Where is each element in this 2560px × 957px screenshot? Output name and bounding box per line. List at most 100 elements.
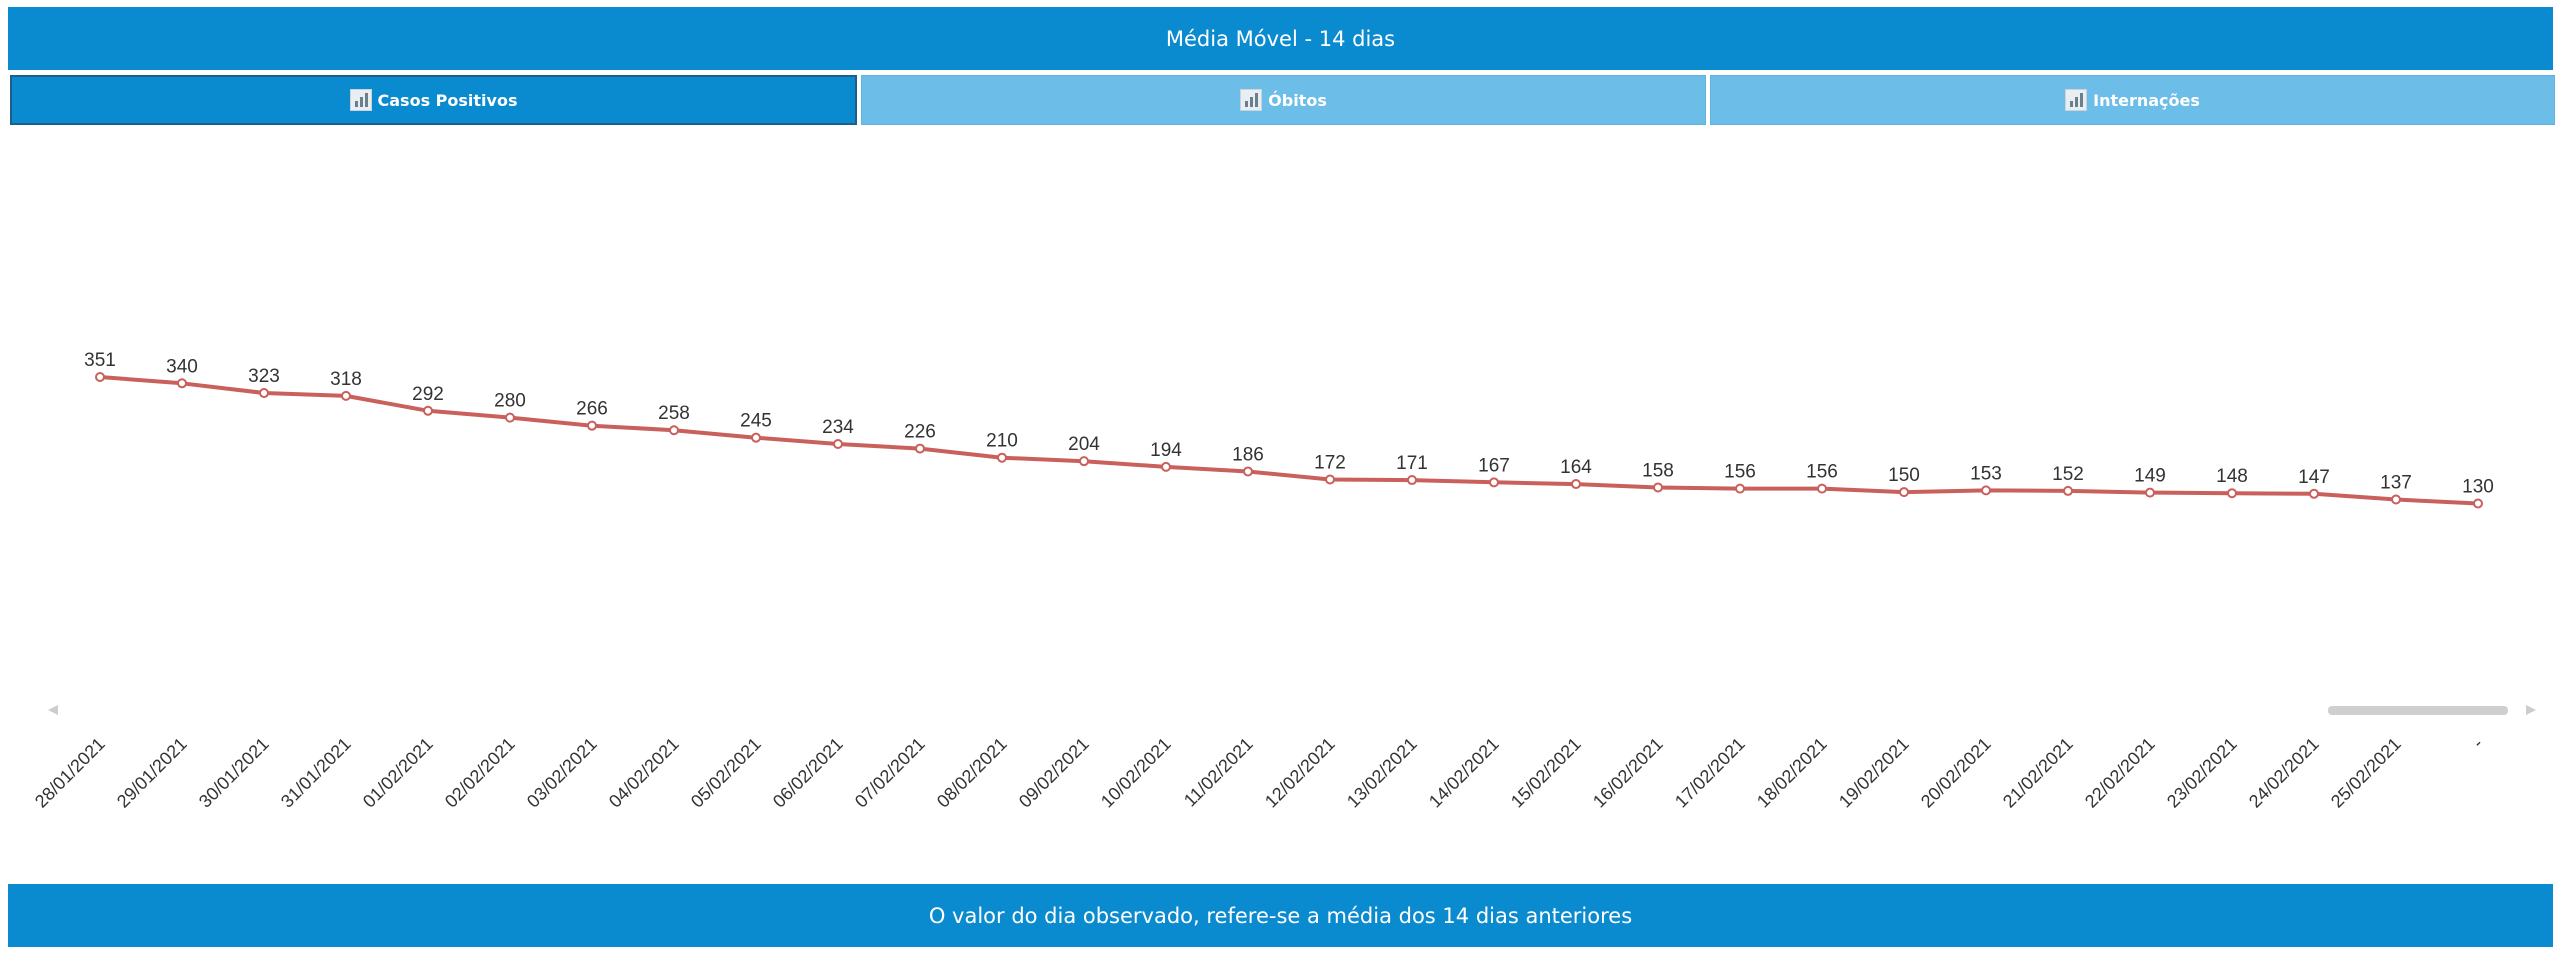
x-tick-label: 12/02/2021 (1261, 734, 1339, 812)
x-tick-label: 03/02/2021 (523, 734, 601, 812)
series-line (99, 375, 2479, 506)
chart-title-bar: Média Móvel - 14 dias (8, 7, 2553, 70)
data-label: 137 (2380, 473, 2412, 494)
scrollbar-thumb[interactable] (2328, 706, 2508, 715)
data-point[interactable] (2309, 488, 2319, 499)
data-point[interactable] (2473, 498, 2483, 509)
data-point[interactable] (751, 432, 761, 443)
data-label: 149 (2134, 466, 2166, 487)
data-label: 186 (1232, 444, 1264, 465)
data-label: 204 (1068, 434, 1100, 455)
data-label: 156 (1806, 462, 1838, 483)
x-tick-label: 17/02/2021 (1671, 734, 1749, 812)
data-label: 340 (166, 356, 198, 377)
x-tick-label: 11/02/2021 (1180, 734, 1257, 811)
x-tick-label: 01/02/2021 (359, 734, 437, 812)
data-point[interactable] (1407, 475, 1417, 486)
x-tick-label: 31/01/2021 (277, 734, 355, 812)
data-point[interactable] (505, 412, 515, 423)
data-point[interactable] (177, 378, 187, 389)
x-tick-label: 02/02/2021 (441, 734, 519, 812)
data-label: 150 (1888, 465, 1920, 486)
data-point[interactable] (997, 452, 1007, 463)
data-label: 323 (248, 366, 280, 387)
data-point[interactable] (259, 388, 269, 399)
data-label: 153 (1970, 463, 2002, 484)
x-tick-label: 24/02/2021 (2245, 734, 2323, 812)
tab-label: Casos Positivos (377, 90, 518, 110)
data-point[interactable] (1489, 477, 1499, 488)
x-tick-label: - (2468, 734, 2486, 752)
x-tick-label: 21/02/2021 (1999, 734, 2077, 812)
data-point[interactable] (2063, 485, 2073, 496)
x-tick-label: 10/02/2021 (1097, 734, 1175, 812)
data-point[interactable] (95, 372, 105, 382)
data-label: 292 (412, 384, 444, 405)
data-label: 318 (330, 369, 362, 390)
tab-casos-positivos[interactable]: Casos Positivos (10, 75, 857, 125)
data-point[interactable] (2391, 494, 2401, 505)
x-tick-label: 22/02/2021 (2081, 734, 2159, 812)
bar-chart-icon (2065, 89, 2088, 111)
data-point[interactable] (1735, 483, 1745, 494)
x-tick-label: 07/02/2021 (851, 734, 929, 812)
x-tick-label: 05/02/2021 (687, 734, 765, 812)
x-tick-label: 14/02/2021 (1425, 734, 1503, 812)
x-tick-label: 06/02/2021 (769, 734, 847, 812)
data-label: 245 (740, 411, 772, 432)
data-point[interactable] (1899, 487, 1909, 498)
data-point[interactable] (915, 443, 925, 454)
bar-chart-icon (1240, 89, 1263, 111)
data-point[interactable] (1325, 474, 1335, 485)
tab-label: Internações (2093, 90, 2200, 110)
x-tick-label: 20/02/2021 (1917, 734, 1995, 812)
data-point[interactable] (1981, 485, 1991, 496)
data-label: 266 (576, 399, 608, 420)
data-point[interactable] (587, 420, 597, 431)
data-label: 147 (2298, 467, 2330, 488)
data-label: 351 (84, 350, 116, 371)
data-point[interactable] (1161, 461, 1171, 472)
x-tick-label: 28/01/2021 (31, 734, 109, 812)
x-tick-label: 09/02/2021 (1015, 734, 1093, 812)
data-label: 280 (494, 391, 526, 412)
data-label: 172 (1314, 452, 1346, 473)
tab-label: Óbitos (1268, 90, 1327, 110)
data-point[interactable] (2145, 487, 2155, 498)
data-point[interactable] (669, 425, 679, 436)
data-point[interactable] (1243, 466, 1253, 477)
data-point[interactable] (341, 390, 351, 401)
data-label: 156 (1724, 462, 1756, 483)
data-point[interactable] (1817, 483, 1827, 494)
data-point[interactable] (423, 405, 433, 416)
data-label: 164 (1560, 457, 1592, 478)
data-point[interactable] (1571, 479, 1581, 490)
x-tick-label: 04/02/2021 (605, 734, 683, 812)
x-tick-label: 19/02/2021 (1835, 734, 1913, 812)
data-label: 171 (1396, 453, 1428, 474)
tab-obitos[interactable]: Óbitos (861, 75, 1706, 125)
x-tick-label: 13/02/2021 (1343, 734, 1421, 812)
data-label: 226 (904, 422, 936, 443)
scroll-right-icon[interactable] (2526, 705, 2536, 715)
footer-note-bar: O valor do dia observado, refere-se a mé… (8, 884, 2553, 947)
data-label: 148 (2216, 466, 2248, 487)
data-label: 234 (822, 417, 854, 438)
x-tick-label: 15/02/2021 (1507, 734, 1585, 812)
tab-internacoes[interactable]: Internações (1710, 75, 2555, 125)
x-tick-label: 23/02/2021 (2163, 734, 2241, 812)
footer-note: O valor do dia observado, refere-se a mé… (928, 903, 1633, 928)
data-point[interactable] (1079, 456, 1089, 467)
x-tick-label: 18/02/2021 (1753, 734, 1831, 812)
data-label: 152 (2052, 464, 2084, 485)
data-label: 258 (658, 403, 690, 424)
moving-average-chart: 351 340 323 318 292 280 266 258 245 234 226 210 204 1… (31, 350, 2536, 812)
data-label: 194 (1150, 440, 1182, 461)
data-point[interactable] (1653, 482, 1663, 493)
data-point[interactable] (833, 438, 843, 449)
x-tick-label: 30/01/2021 (195, 734, 273, 812)
data-point[interactable] (2227, 488, 2237, 499)
page-title: Média Móvel - 14 dias (1165, 26, 1396, 51)
scroll-left-icon[interactable] (48, 705, 58, 715)
metric-tabs: Casos Positivos Óbitos Internações (10, 75, 2555, 125)
